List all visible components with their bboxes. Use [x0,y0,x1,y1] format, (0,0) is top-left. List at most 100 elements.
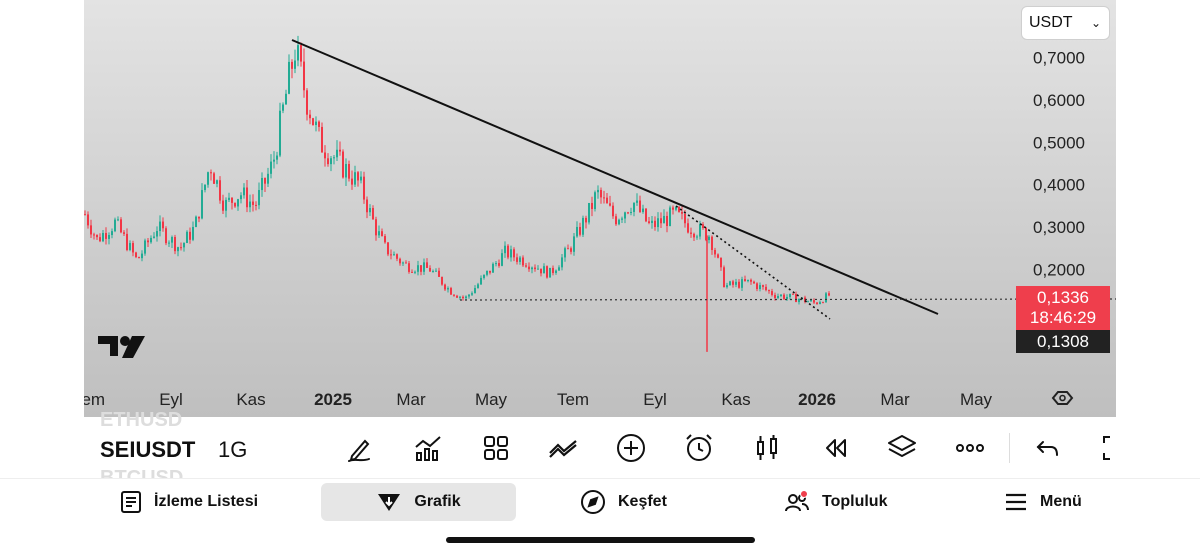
candle-body [99,237,101,242]
candle-body [780,294,782,297]
home-indicator [446,537,755,543]
candle-body [339,149,341,152]
candle-body [129,243,131,251]
candle-body [591,202,593,210]
alert-icon[interactable] [682,431,716,465]
candle-body [363,176,365,200]
candle-body [180,247,182,249]
candle-body [753,281,755,284]
chart-canvas[interactable]: 0,70000,60000,50000,40000,30000,20000,10… [84,0,1116,417]
candle-body [186,231,188,243]
candle-body [303,61,305,91]
more-icon[interactable] [953,431,987,465]
candle-body [534,267,536,270]
candle-body [756,283,758,290]
candle-body [603,197,605,199]
candle-body [201,190,203,219]
candle-body [525,265,527,267]
candle-body [822,302,824,304]
time-axis-label: Kas [721,390,750,409]
nav-item-chart[interactable]: Grafik [321,483,516,521]
candle-body [165,228,167,244]
candle-body [126,233,128,251]
candle-body [288,61,290,94]
candle-body [384,236,386,243]
price-chart[interactable]: 0,70000,60000,50000,40000,30000,20000,10… [84,0,1116,417]
compare-icon[interactable] [546,431,580,465]
candle-body [624,212,626,219]
candle-body [192,226,194,240]
candle-body [735,281,737,285]
replay-icon[interactable] [818,431,852,465]
undo-icon[interactable] [1031,431,1065,465]
candle-body [147,240,149,243]
candle-body [219,180,221,201]
candle-body [501,253,503,266]
candle-body [177,247,179,252]
candle-body [228,197,230,200]
price-axis-label: 0,4000 [1033,176,1085,195]
candles-icon[interactable] [750,431,784,465]
candle-body [651,220,653,223]
candle-body [438,270,440,277]
candle-body [243,187,245,196]
symbol-name[interactable]: SEIUSDT [100,437,196,462]
candle-body [792,293,794,295]
indicators-icon[interactable] [411,431,445,465]
candle-body [789,293,791,297]
candle-body [690,232,692,234]
candle-body [477,284,479,289]
last-price: 0,1336 [1037,288,1089,307]
candle-body [681,211,683,214]
candle-body [237,199,239,207]
candle-body [249,201,251,208]
candle-body [576,226,578,237]
candle-body [582,217,584,235]
candle-body [813,300,815,303]
add-icon[interactable] [614,431,648,465]
nav-item-menu[interactable]: Menü [1004,483,1082,521]
candle-body [510,249,512,258]
candle-body [372,208,374,220]
candle-body [336,149,338,158]
currency-selector[interactable]: USDT ⌄ [1021,6,1110,40]
candle-body [258,190,260,206]
candle-body [768,290,770,292]
candle-body [762,285,764,287]
layouts-icon[interactable] [479,431,513,465]
candle-body [486,270,488,275]
candle-body [750,279,752,282]
candle-body [573,236,575,252]
candle-body [567,248,569,250]
nav-item-community[interactable]: Topluluk [784,483,887,521]
candle-body [765,286,767,291]
symbol-prev[interactable]: ETHUSD [100,409,183,431]
candle-body [630,211,632,213]
interval-button[interactable]: 1G [218,437,248,462]
candle-body [669,207,671,226]
time-axis-label: May [960,390,993,409]
candle-body [600,189,602,198]
draw-icon[interactable] [343,431,377,465]
tradingview-logo [98,336,118,356]
candle-body [405,262,407,264]
candle-body [270,161,272,174]
candle-body [561,257,563,268]
candle-body [507,245,509,258]
layers-icon[interactable] [885,431,919,465]
candle-body [519,257,521,262]
candle-body [810,300,812,302]
fullscreen-icon[interactable] [1098,431,1116,465]
candle-body [282,104,284,111]
nav-item-watchlist[interactable]: İzleme Listesi [120,483,258,521]
price-axis-label: 0,5000 [1033,133,1085,152]
nav-item-explore[interactable]: Keşfet [580,483,667,521]
candle-body [123,232,125,234]
candle-body [489,270,491,273]
candle-body [369,208,371,213]
candle-body [558,267,560,271]
tradingview-logo-slash [122,336,145,358]
candle-body [645,208,647,222]
candle-body [135,252,137,258]
candle-body [162,221,164,229]
